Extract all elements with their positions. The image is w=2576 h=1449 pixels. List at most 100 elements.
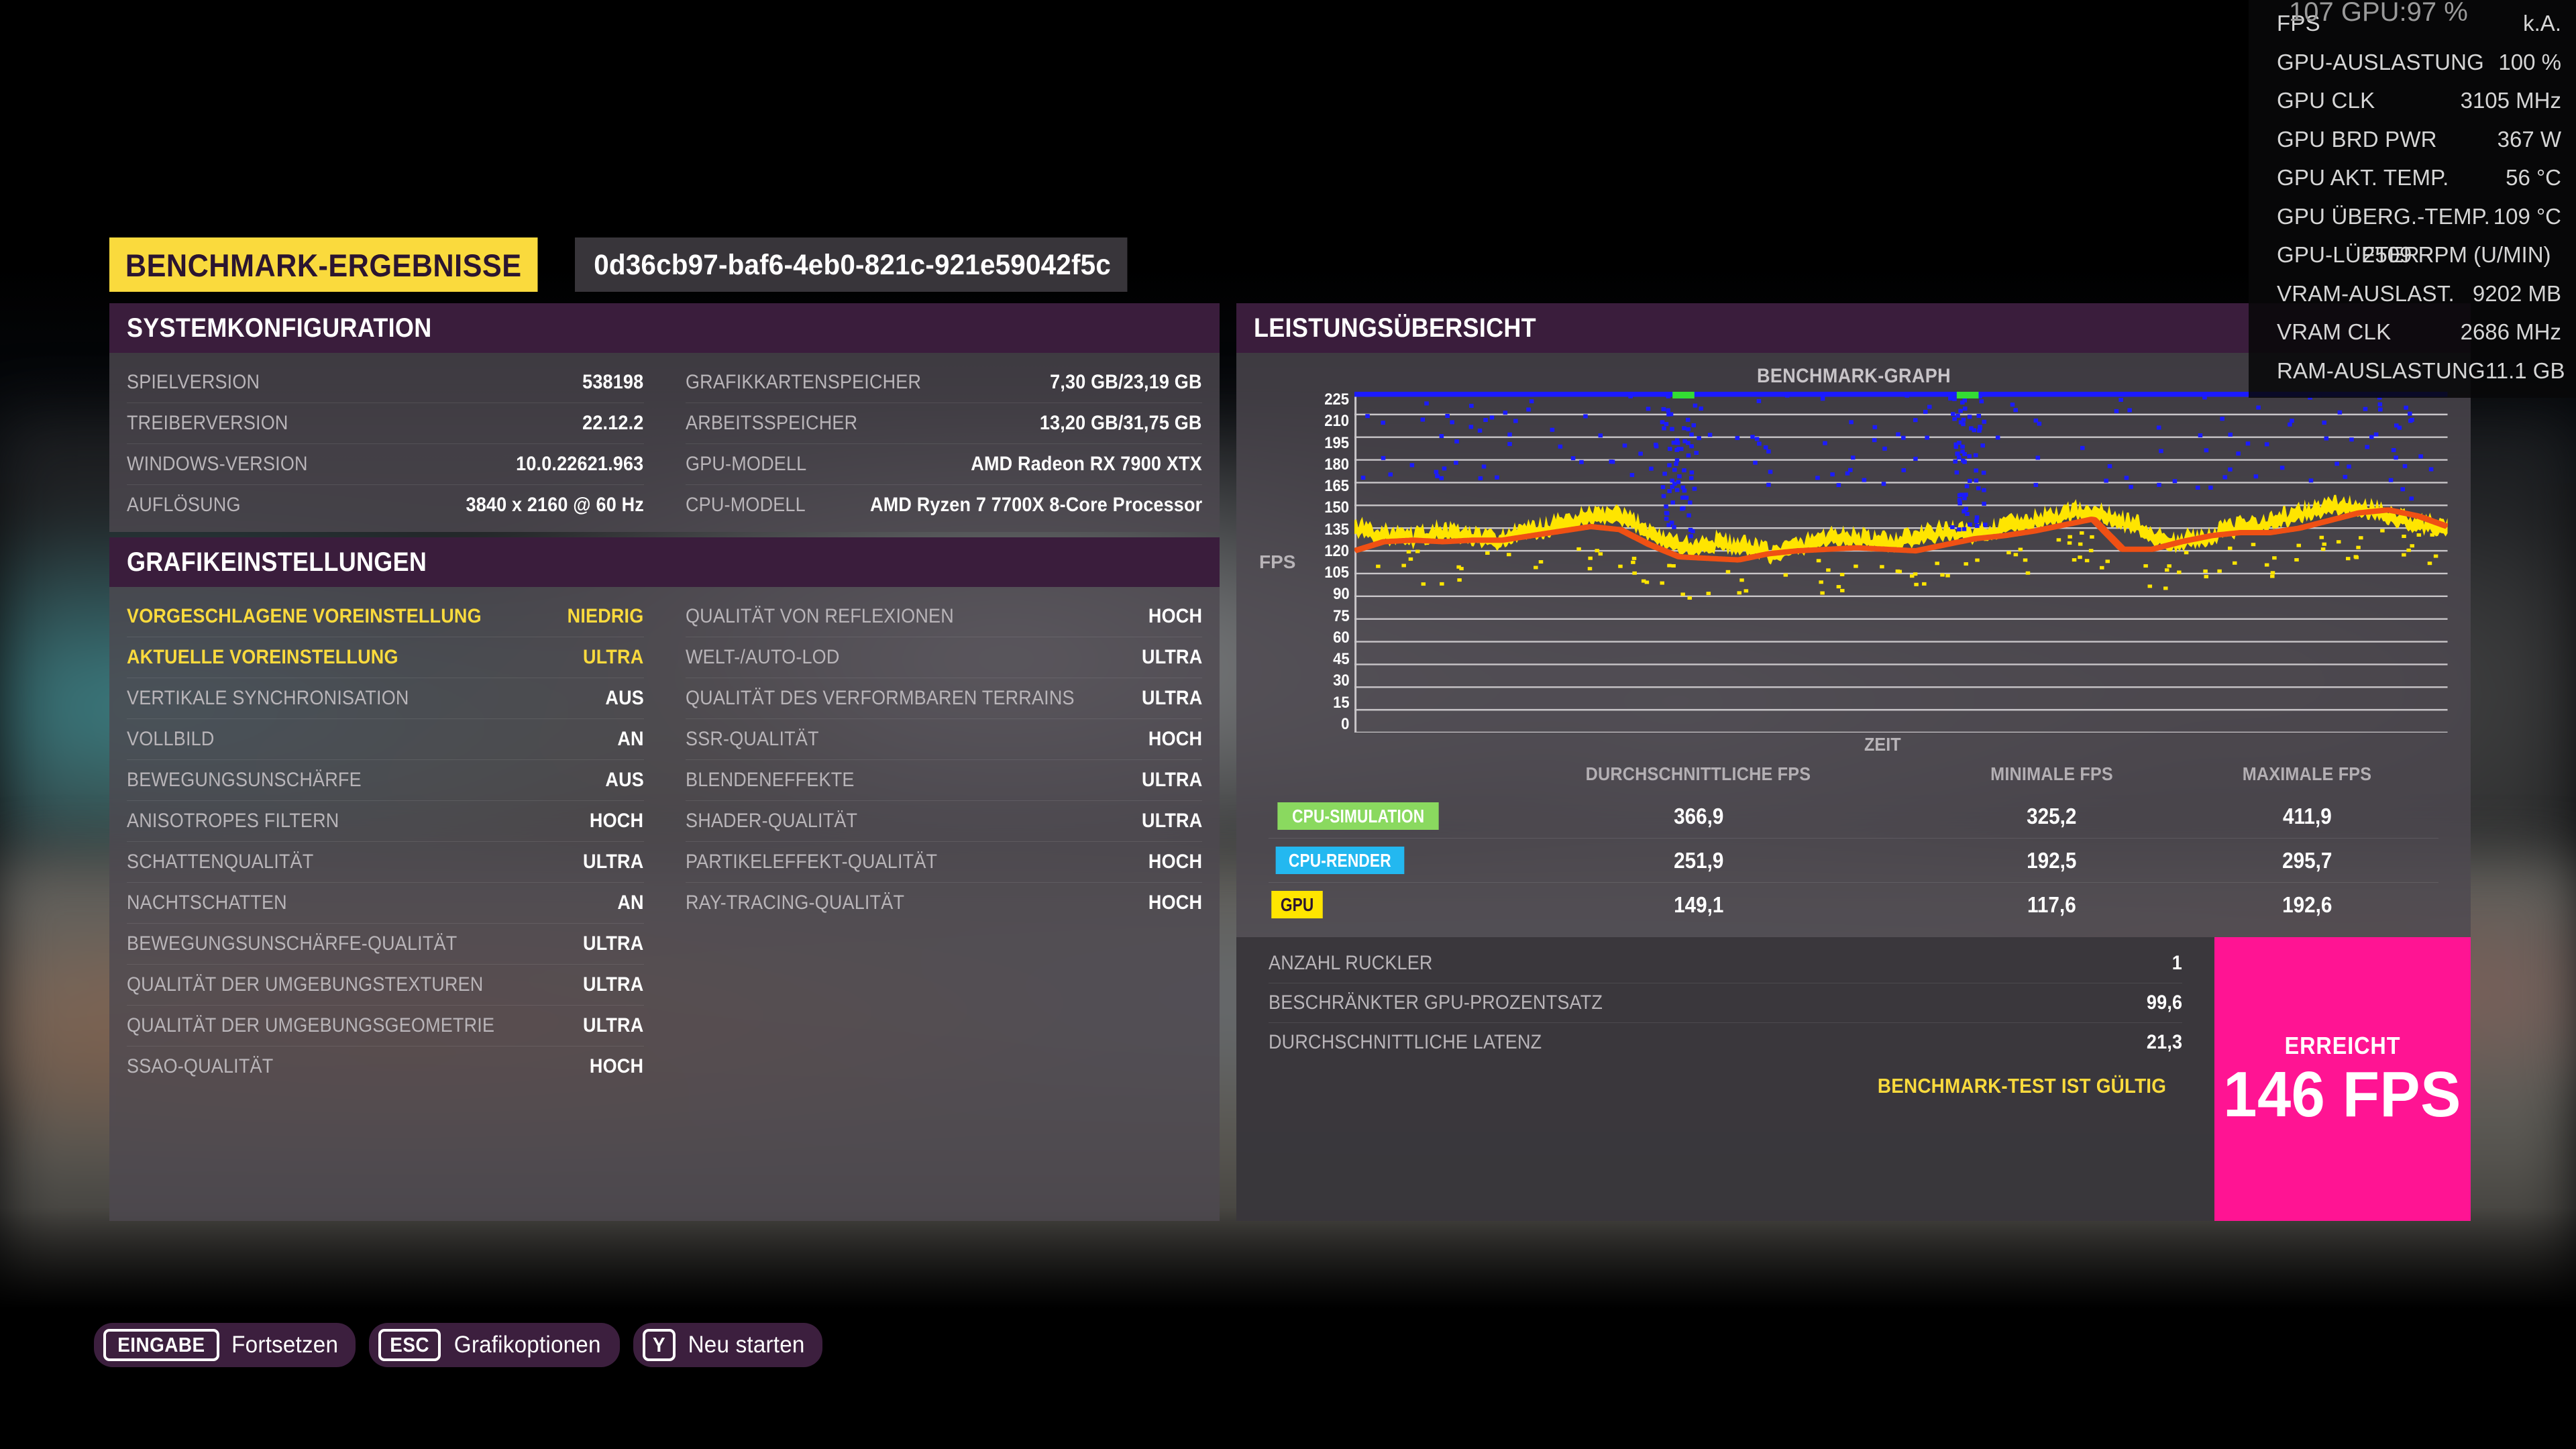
cpu-render-point	[1873, 425, 1878, 429]
cpu-render-point	[1668, 447, 1673, 451]
cpu-render-point	[1962, 398, 1968, 402]
gpu-outlier-point	[2068, 535, 2073, 539]
gpu-outlier-point	[1910, 574, 1915, 578]
cpu-render-point	[2254, 474, 2259, 479]
gpu-outlier-point	[1588, 567, 1593, 571]
system-config-key: CPU-MODELL	[685, 494, 806, 516]
right-column: LEISTUNGSÜBERSICHT BENCHMARK-GRAPH FPS 2…	[1236, 303, 2471, 1221]
cpu-render-point	[1699, 407, 1704, 411]
cpu-render-point	[1670, 521, 1674, 525]
cpu-render-point	[1965, 512, 1970, 517]
cpu-render-point	[1435, 474, 1440, 478]
graphics-setting-row: VOLLBILD AN	[127, 719, 644, 760]
gpu-outlier-point	[2078, 555, 2083, 559]
y-axis-tick: 60	[1332, 628, 1350, 647]
gpu-outlier-point	[1407, 550, 1411, 554]
cpu-render-point	[1962, 509, 1967, 514]
cpu-render-point	[2394, 423, 2399, 428]
cpu-render-point	[1623, 443, 1627, 448]
y-axis-tick: 105	[1324, 564, 1350, 582]
cpu-render-point	[1962, 452, 1968, 456]
gpu-outlier-point	[2265, 563, 2269, 567]
cpu-render-point	[1968, 522, 1973, 527]
cpu-render-point	[1424, 401, 1430, 406]
system-config-row: SPIELVERSION 538198	[127, 362, 644, 403]
gpu-outlier-point	[2321, 547, 2326, 551]
gpu-outlier-point	[1935, 561, 1940, 566]
graphics-setting-key: QUALITÄT DER UMGEBUNGSTEXTUREN	[127, 973, 484, 996]
cpu-render-point	[1913, 456, 1919, 461]
chart-x-axis-label: ZEIT	[1864, 734, 1901, 755]
graphics-settings-col-left: VORGESCHLAGENE VOREINSTELLUNG NIEDRIG AKTU…	[109, 596, 661, 1210]
cpu-render-point	[1676, 441, 1680, 445]
legend-chip: GPU	[1271, 891, 1324, 918]
cpu-render-point	[1972, 428, 1977, 433]
cpu-render-point	[1682, 488, 1687, 493]
graphics-setting-value: ULTRA	[583, 646, 644, 668]
table-row: CPU-SIMULATION 366,9 325,2 411,9	[1269, 794, 2438, 839]
y-axis-tick: 210	[1324, 412, 1350, 431]
cpu-render-point	[1692, 423, 1697, 427]
cpu-render-point	[1757, 441, 1762, 446]
gpu-outlier-point	[2105, 559, 2110, 564]
cpu-render-point	[1388, 472, 1393, 477]
gpu-outlier-point	[2167, 564, 2172, 568]
gpu-outlier-point	[1687, 596, 1693, 600]
column-divider	[661, 596, 668, 1210]
system-config-value: 7,30 GB/23,19 GB	[1050, 371, 1202, 393]
graphics-setting-row: VERTIKALE SYNCHRONISATION AUS	[127, 678, 644, 719]
cpu-render-point	[1969, 426, 1974, 431]
performance-body: BENCHMARK-GRAPH FPS 225 210 195 180 165 150 13…	[1236, 353, 2471, 1221]
cpu-render-point	[2228, 467, 2233, 472]
cpu-render-point	[1697, 436, 1702, 441]
gpu-outlier-point	[1840, 573, 1845, 576]
cpu-render-point	[1963, 407, 1968, 411]
key-hint-fortsetzen[interactable]: EINGABE Fortsetzen	[94, 1323, 356, 1367]
cpu-render-point	[1686, 417, 1690, 422]
cpu-render-point	[1662, 472, 1668, 476]
key-hint-neu-starten[interactable]: Y Neu starten	[633, 1323, 823, 1367]
gpu-outlier-point	[1588, 556, 1593, 560]
hardware-monitor-overlay: 107 GPU:97 % FPS k.A. GPU-AUSLASTUNG 100 % G…	[2249, 0, 2576, 398]
cpu-render-point	[2236, 451, 2241, 456]
cpu-render-point	[1664, 422, 1669, 427]
cpu-render-point	[2013, 408, 2019, 413]
key-cap: EINGABE	[103, 1329, 219, 1361]
graphics-setting-key: BEWEGUNGSUNSCHÄRFE-QUALITÄT	[127, 932, 458, 955]
cpu-render-point	[2324, 436, 2329, 441]
cpu-render-point	[1925, 435, 1930, 440]
chart-plot-area	[1354, 392, 2448, 733]
cpu-render-point	[1571, 456, 1576, 461]
key-hint-grafikoptionen[interactable]: ESC Grafikoptionen	[369, 1323, 620, 1367]
graphics-setting-value: HOCH	[590, 1055, 644, 1077]
system-config-key: SPIELVERSION	[127, 371, 260, 393]
cpu-render-point	[2392, 448, 2396, 452]
cpu-render-point	[1662, 494, 1666, 498]
cpu-render-point	[2157, 482, 2162, 487]
graphics-setting-row: NACHTSCHATTEN AN	[127, 883, 644, 924]
system-config-key: TREIBERVERSION	[127, 412, 288, 434]
cpu-render-point	[1996, 435, 2000, 440]
graphics-setting-row: VORGESCHLAGENE VOREINSTELLUNG NIEDRIG	[127, 596, 644, 637]
cpu-render-point	[2400, 487, 2406, 492]
cpu-render-point	[1951, 412, 1956, 417]
graphics-setting-key: QUALITÄT DER UMGEBUNGSGEOMETRIE	[127, 1014, 495, 1036]
graphics-setting-row: QUALITÄT DES VERFORMBAREN TERRAINS ULTRA	[685, 678, 1202, 719]
cpu-render-point	[1974, 478, 1979, 483]
cpu-render-point	[1421, 417, 1426, 422]
cpu-render-point	[1753, 460, 1758, 465]
gpu-outlier-point	[1817, 559, 1821, 563]
cpu-render-point	[1439, 476, 1444, 480]
cpu-render-point	[1913, 418, 1919, 423]
cpu-render-point	[2369, 435, 2375, 439]
gpu-outlier-point	[1440, 582, 1445, 586]
gpu-outlier-point	[1945, 574, 1951, 578]
gpu-outlier-point	[2346, 557, 2351, 561]
osd-metric-value: 9202 MB	[2472, 280, 2561, 306]
gpu-outlier-point	[2089, 549, 2094, 553]
cpu-render-point	[1982, 419, 1987, 424]
osd-row: VRAM-AUSLAST. 9202 MB	[2249, 274, 2576, 313]
summary-metric-row: ANZAHL RUCKLER 1	[1269, 944, 2182, 983]
graphics-setting-key: SCHATTENQUALITÄT	[127, 851, 314, 873]
gpu-outlier-point	[2434, 554, 2438, 558]
